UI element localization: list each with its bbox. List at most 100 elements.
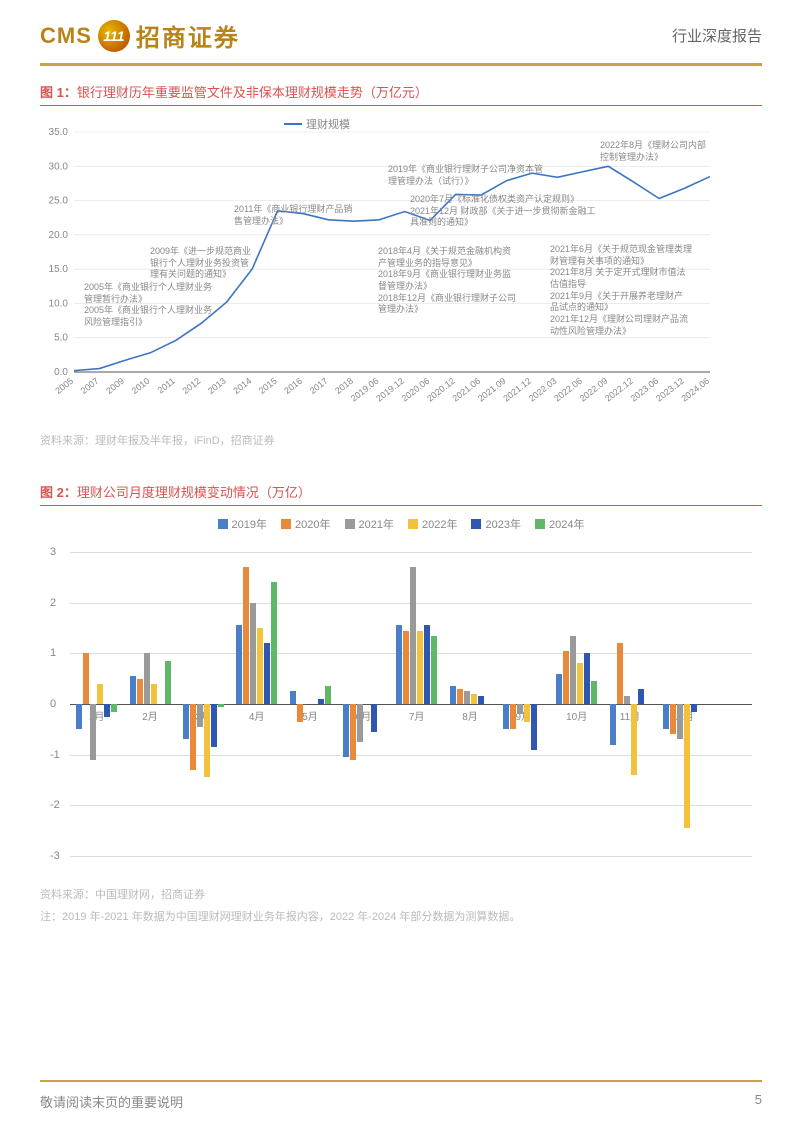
svg-text:35.0: 35.0	[49, 127, 69, 138]
legend-label: 2024年	[549, 516, 584, 532]
bar	[204, 704, 210, 777]
bar	[663, 704, 669, 729]
bar-xlabel: 10月	[566, 708, 587, 723]
legend-label: 2020年	[295, 516, 330, 532]
bar	[584, 653, 590, 704]
figure2-title: 图 2：理财公司月度理财规模变动情况（万亿）	[40, 482, 762, 501]
svg-text:2022.12: 2022.12	[603, 376, 635, 404]
bar	[510, 704, 516, 729]
figure1-annotation: 2022年8月《理财公司内部控制管理办法》	[600, 140, 750, 163]
bar	[610, 704, 616, 745]
figure1-source: 资料来源：理财年报及半年报，iFinD，招商证券	[40, 432, 762, 448]
legend-item: 2020年	[281, 516, 330, 532]
legend-label: 2022年	[422, 516, 457, 532]
bar	[90, 704, 96, 760]
bar	[464, 691, 470, 704]
svg-text:2022.03: 2022.03	[527, 376, 559, 404]
bar-xlabel: 2月	[142, 708, 158, 723]
bar	[144, 653, 150, 704]
svg-text:5.0: 5.0	[54, 333, 68, 344]
figure1-rule	[40, 105, 762, 106]
bar	[670, 704, 676, 734]
figure1-title: 图 1：银行理财历年重要监管文件及非保本理财规模走势（万亿元）	[40, 82, 762, 101]
svg-text:0.0: 0.0	[54, 367, 68, 378]
figure1-annotation: 2005年《商业银行个人理财业务管理暂行办法》2005年《商业银行个人理财业务风…	[84, 282, 234, 329]
legend-label: 2021年	[359, 516, 394, 532]
bar	[677, 704, 683, 739]
figure2-title-num: 图 2：	[40, 485, 77, 500]
report-type: 行业深度报告	[672, 25, 762, 46]
bar	[417, 631, 423, 704]
svg-text:2015: 2015	[257, 376, 279, 396]
bar	[243, 567, 249, 704]
legend-swatch	[535, 519, 545, 529]
svg-text:2022.09: 2022.09	[578, 376, 610, 404]
svg-text:2023.12: 2023.12	[654, 376, 686, 404]
figure1-legend: 理财规模	[284, 116, 350, 132]
bar-xlabel: 4月	[249, 708, 265, 723]
svg-text:2021.09: 2021.09	[476, 376, 508, 404]
figure1-title-text: 银行理财历年重要监管文件及非保本理财规模走势（万亿元）	[77, 85, 428, 100]
bar	[151, 684, 157, 704]
figure2-note: 注：2019 年-2021 年数据为中国理财网理财业务年报内容，2022 年-2…	[40, 908, 762, 924]
footer-page: 5	[755, 1092, 762, 1111]
svg-text:15.0: 15.0	[49, 264, 69, 275]
svg-text:20.0: 20.0	[49, 230, 69, 241]
svg-text:2019.12: 2019.12	[374, 376, 406, 404]
bar	[165, 661, 171, 704]
bar	[350, 704, 356, 760]
bar	[691, 704, 697, 712]
bar	[218, 704, 224, 707]
bar-xlabel: 5月	[302, 708, 318, 723]
figure1-annotation: 2011年《商业银行理财产品销售管理办法》	[234, 204, 394, 227]
bar	[264, 643, 270, 704]
footer-row: 敬请阅读末页的重要说明 5	[40, 1092, 762, 1111]
bar-xlabel: 7月	[409, 708, 425, 723]
figure2-chart: -3-2-101231月2月3月4月5月6月7月8月9月10月11月12月	[40, 540, 762, 880]
legend-label: 2019年	[232, 516, 267, 532]
bar	[478, 696, 484, 704]
bar	[271, 582, 277, 704]
svg-text:2012: 2012	[180, 376, 202, 396]
figure1-chart: 理财规模 0.05.010.015.020.025.030.035.020052…	[40, 116, 762, 426]
svg-text:2021.06: 2021.06	[450, 376, 482, 404]
bar	[577, 663, 583, 704]
page-header: CMS 111 招商证券 行业深度报告	[0, 0, 802, 63]
bar	[431, 636, 437, 704]
legend-swatch	[218, 519, 228, 529]
svg-text:30.0: 30.0	[49, 161, 69, 172]
bar	[318, 699, 324, 704]
figure2-rule	[40, 505, 762, 506]
legend-item: 2021年	[345, 516, 394, 532]
bar	[371, 704, 377, 732]
figure1-annotation: 2020年7月《标准化债权类资产认定规则》2021年12月 财政部《关于进一步贯…	[410, 194, 670, 229]
figure1-annotation: 2009年《进一步规范商业银行个人理财业务投资管理有关问题的通知》	[150, 246, 290, 281]
figure2-title-text: 理财公司月度理财规模变动情况（万亿）	[77, 485, 311, 500]
svg-text:2023.06: 2023.06	[629, 376, 661, 404]
figure1-legend-label: 理财规模	[306, 116, 350, 132]
logo-block: CMS 111 招商证券	[40, 18, 240, 53]
figure1-annotation: 2019年《商业银行理财子公司净资本管理管理办法（试行）》	[388, 164, 608, 187]
legend-item: 2024年	[535, 516, 584, 532]
bar	[325, 686, 331, 704]
bar	[190, 704, 196, 770]
svg-text:2010: 2010	[130, 376, 152, 396]
bar	[396, 625, 402, 704]
bar	[617, 643, 623, 704]
bar	[531, 704, 537, 750]
figure1-annotation: 2021年6月《关于规范现金管理类理财管理有关事项的通知》2021年8月 关于定…	[550, 244, 740, 338]
legend-swatch	[408, 519, 418, 529]
svg-text:2020.12: 2020.12	[425, 376, 457, 404]
svg-text:25.0: 25.0	[49, 196, 69, 207]
logo-inner-text: 111	[103, 28, 124, 44]
footer-notice: 敬请阅读末页的重要说明	[40, 1092, 183, 1111]
bar	[137, 679, 143, 704]
footer-rule	[40, 1080, 762, 1082]
legend-item: 2023年	[471, 516, 520, 532]
svg-text:2007: 2007	[79, 376, 101, 396]
bar	[457, 689, 463, 704]
bar	[450, 686, 456, 704]
bar	[130, 676, 136, 704]
bar	[570, 636, 576, 704]
header-rule	[40, 63, 762, 66]
